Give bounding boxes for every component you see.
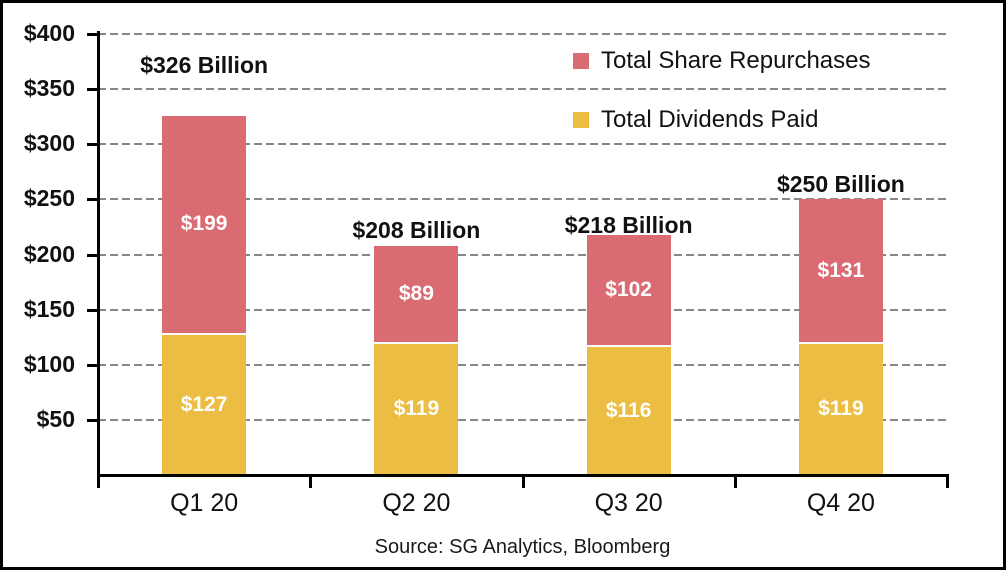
legend-item-label: Total Dividends Paid: [601, 105, 819, 133]
y-axis-tick: [87, 418, 99, 422]
x-axis-category-label: Q1 20: [170, 489, 239, 517]
bar-value-label: $102: [605, 277, 652, 301]
x-axis-tick: [733, 474, 737, 488]
bar-segment-total-dividends-paid: $116: [586, 347, 671, 475]
y-axis-tick-label: $300: [23, 130, 75, 157]
bar-total-annotation: $208 Billion: [352, 217, 481, 243]
y-axis-tick: [87, 88, 99, 92]
bar-value-label: $116: [605, 399, 652, 423]
bar-total-annotation: $250 Billion: [776, 171, 905, 197]
gridline: [98, 308, 947, 311]
y-axis-tick-label: $350: [23, 75, 75, 102]
y-axis-tick-label: $150: [23, 295, 75, 322]
bar-value-label: $131: [817, 258, 865, 282]
x-axis-category-label: Q4 20: [806, 489, 875, 517]
gridline: [98, 418, 947, 421]
y-axis-tick: [87, 33, 99, 36]
bar-segment-total-share-repurchases: $131: [798, 199, 883, 344]
bar-segment-total-dividends-paid: $119: [374, 343, 459, 475]
bar-segment-total-share-repurchases: $89: [374, 245, 459, 344]
y-axis-line: [97, 31, 100, 488]
bar-value-label: $119: [393, 397, 440, 421]
x-axis-category-label: Q2 20: [382, 489, 451, 517]
gridline: [98, 33, 947, 35]
y-axis-tick: [87, 198, 99, 202]
gridline: [98, 363, 947, 366]
x-axis-tick: [309, 474, 313, 488]
legend-swatch-share-repurchases-icon: [573, 52, 589, 69]
bar-value-label: $199: [180, 212, 228, 236]
x-axis-category-label: Q3 20: [594, 489, 663, 517]
source-caption: Source: SG Analytics, Bloomberg: [374, 536, 671, 558]
legend: Total Share Repurchases Total Dividends …: [573, 44, 870, 162]
gridline: [98, 253, 947, 256]
bar-total-annotation: $218 Billion: [564, 212, 693, 238]
x-axis-tick: [97, 474, 100, 488]
y-axis-tick-label: $400: [23, 20, 75, 46]
bar-segment-total-dividends-paid: $127: [162, 334, 247, 475]
gridline: [98, 88, 947, 91]
legend-swatch-dividends-paid-icon: [573, 111, 589, 128]
bar-value-label: $119: [818, 397, 864, 421]
bar-segment-total-share-repurchases: $102: [586, 234, 671, 348]
y-axis-tick: [87, 363, 99, 367]
legend-item-share-repurchases: Total Share Repurchases: [573, 44, 870, 77]
bar-value-label: $127: [180, 392, 228, 416]
gridline: [98, 143, 947, 146]
legend-item-dividends-paid: Total Dividends Paid: [573, 103, 870, 136]
x-axis-tick: [521, 474, 525, 488]
bar-segment-total-dividends-paid: $119: [798, 343, 883, 475]
y-axis-tick-label: $100: [23, 350, 75, 377]
y-axis-tick-label: $250: [23, 185, 75, 212]
y-axis-tick-label: $50: [36, 405, 75, 432]
bar-total-annotation: $326 Billion: [140, 52, 269, 78]
x-axis-tick: [946, 474, 949, 488]
y-axis-tick: [87, 308, 99, 312]
legend-item-label: Total Share Repurchases: [601, 46, 871, 74]
gridline: [98, 198, 947, 201]
y-axis-tick: [87, 253, 99, 257]
bar-value-label: $89: [398, 281, 434, 305]
bar-segment-total-share-repurchases: $199: [162, 115, 247, 335]
plot-area: $400 $350 $300 $250 $200 $150 $100 $50 $127 $199 $…: [3, 3, 1003, 567]
y-axis-tick-label: $200: [23, 240, 75, 267]
y-axis-tick: [87, 143, 99, 147]
